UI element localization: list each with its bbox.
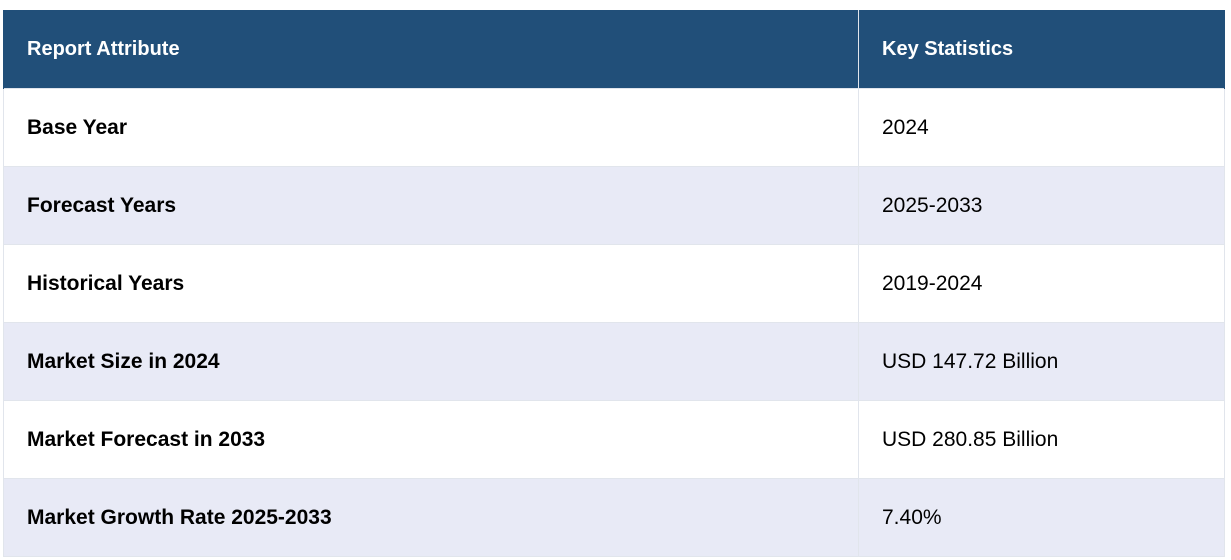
table-row-historical-years: Historical Years 2019-2024 — [3, 244, 1225, 323]
row-attribute: Market Size in 2024 — [3, 322, 859, 401]
table-row-growth-rate: Market Growth Rate 2025-2033 7.40% — [3, 478, 1225, 557]
row-attribute: Forecast Years — [3, 166, 859, 245]
table-header: Report Attribute Key Statistics — [3, 10, 1225, 89]
table-row-market-size: Market Size in 2024 USD 147.72 Billion — [3, 322, 1225, 401]
header-report-attribute: Report Attribute — [3, 10, 859, 89]
table-body: Base Year 2024 Forecast Years 2025-2033 … — [3, 88, 1225, 557]
table-row-base-year: Base Year 2024 — [3, 88, 1225, 167]
row-attribute: Market Growth Rate 2025-2033 — [3, 478, 859, 557]
report-statistics-table: Report Attribute Key Statistics Base Yea… — [3, 10, 1225, 557]
row-value: 7.40% — [858, 478, 1225, 557]
header-key-statistics: Key Statistics — [858, 10, 1225, 89]
report-statistics-table-container: Report Attribute Key Statistics Base Yea… — [3, 10, 1225, 557]
row-attribute: Base Year — [3, 88, 859, 167]
row-value: USD 147.72 Billion — [858, 322, 1225, 401]
table-row-forecast-years: Forecast Years 2025-2033 — [3, 166, 1225, 245]
table-row-market-forecast: Market Forecast in 2033 USD 280.85 Billi… — [3, 400, 1225, 479]
row-value: USD 280.85 Billion — [858, 400, 1225, 479]
row-value: 2025-2033 — [858, 166, 1225, 245]
row-value: 2024 — [858, 88, 1225, 167]
table-header-row: Report Attribute Key Statistics — [3, 10, 1225, 89]
row-value: 2019-2024 — [858, 244, 1225, 323]
row-attribute: Market Forecast in 2033 — [3, 400, 859, 479]
row-attribute: Historical Years — [3, 244, 859, 323]
